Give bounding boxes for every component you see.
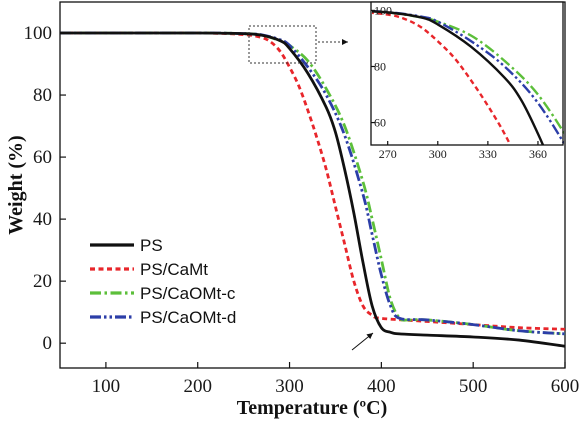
x-tick-label: 600 xyxy=(551,376,580,397)
series-line-ps xyxy=(60,31,565,348)
x-tick-label: 400 xyxy=(367,376,396,397)
y-tick-label: 60 xyxy=(33,147,52,168)
inset-frame xyxy=(370,1,564,146)
y-tick-label: 0 xyxy=(43,333,53,354)
series-layer xyxy=(60,31,565,348)
y-axis-title: Weight (%) xyxy=(5,135,27,234)
x-tick-label: 100 xyxy=(92,376,121,397)
inset-x-tick-label: 300 xyxy=(429,147,447,161)
x-tick-label: 300 xyxy=(275,376,304,397)
x-axis-title: Temperature (ºC) xyxy=(237,397,387,419)
legend-label: PS/CaOMt-c xyxy=(140,284,236,303)
legend-item-ps-camt: PS/CaMt xyxy=(90,260,208,279)
inset-x-tick-label: 330 xyxy=(479,147,497,161)
legend-item-ps-caomt-d: PS/CaOMt-d xyxy=(90,308,236,327)
legend-label: PS/CaMt xyxy=(140,260,208,279)
inset-y-axis: 60 80 100 xyxy=(371,3,392,130)
inset-x-axis: 270 300 330 360 xyxy=(379,141,547,161)
legend: PS PS/CaMt PS/CaOMt-c PS/CaOMt-d xyxy=(90,236,236,327)
legend-item-ps-caomt-c: PS/CaOMt-c xyxy=(90,284,236,303)
legend-label: PS/CaOMt-d xyxy=(140,308,236,327)
x-tick-label: 200 xyxy=(183,376,212,397)
residue-arrow xyxy=(351,332,374,351)
inset-series-line-ps-caomt-d xyxy=(372,10,564,145)
y-tick-label: 80 xyxy=(33,85,52,106)
inset-x-tick-label: 270 xyxy=(379,147,397,161)
y-tick-label: 40 xyxy=(33,209,52,230)
inset-series-layer xyxy=(372,10,564,145)
plot-frame xyxy=(59,1,566,369)
inset-chart: 270 300 330 360 60 80 100 xyxy=(370,1,564,161)
legend-item-ps: PS xyxy=(90,236,163,255)
inset-series-line-ps xyxy=(372,10,545,145)
inset-y-tick-label: 100 xyxy=(374,3,392,17)
y-axis: 0 20 40 60 80 100 xyxy=(24,23,66,354)
inset-y-tick-label: 80 xyxy=(374,59,386,73)
y-tick-label: 100 xyxy=(24,23,53,44)
x-tick-label: 500 xyxy=(459,376,488,397)
inset-x-tick-label: 360 xyxy=(529,147,547,161)
inset-y-tick-label: 60 xyxy=(374,116,386,130)
inset-series-line-ps-camt xyxy=(372,11,512,145)
x-axis: 100 200 300 400 500 600 xyxy=(92,362,580,397)
legend-label: PS xyxy=(140,236,163,255)
y-tick-label: 20 xyxy=(33,271,52,292)
zoom-region-box xyxy=(248,25,317,64)
